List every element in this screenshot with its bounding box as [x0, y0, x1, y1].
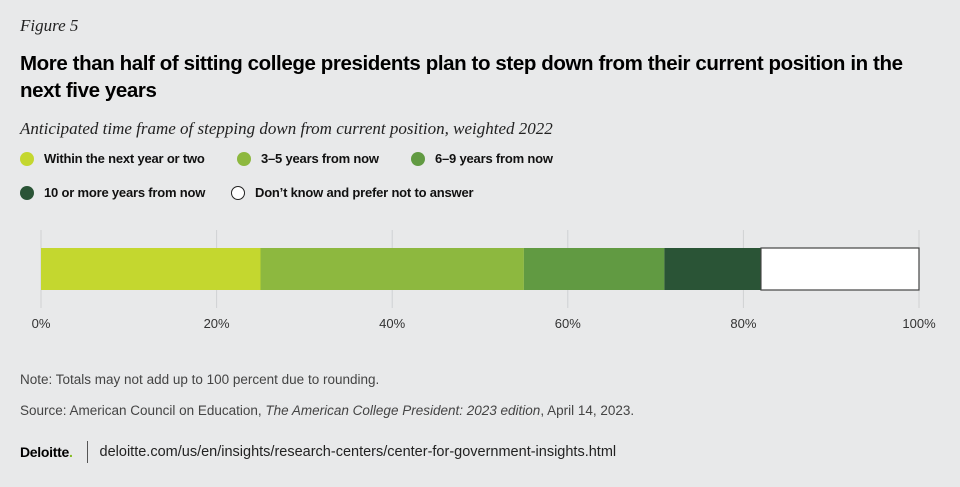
figure-label: Figure 5 [20, 16, 79, 35]
legend-swatch [20, 151, 34, 166]
legend-label: Within the next year or two [44, 151, 205, 166]
x-tick-label: 40% [379, 316, 405, 331]
x-tick-label: 60% [555, 316, 581, 331]
stacked-bar-chart: 0% 20% 40% 60% 80% 100% [32, 230, 936, 331]
bar-segment [523, 248, 665, 290]
source: Source: American Council on Education, T… [20, 403, 634, 418]
bar-segment [760, 247, 920, 291]
legend-swatch [20, 185, 34, 200]
source-url-link[interactable]: deloitte.com/us/en/insights/research-cen… [99, 444, 617, 460]
chart-title: More than half of sitting college presid… [20, 52, 903, 102]
legend-item: 6–9 years from now [411, 151, 553, 166]
chart-subtitle: Anticipated time frame of stepping down … [20, 119, 553, 138]
source-title: The American College President: 2023 edi… [265, 403, 541, 418]
legend-swatch [411, 151, 425, 166]
legend-item: 10 or more years from now [20, 185, 205, 200]
divider [86, 441, 88, 463]
footer: Deloitte. deloitte.com/us/en/insights/re… [20, 441, 616, 463]
legend-item: 3–5 years from now [237, 151, 379, 166]
legend-swatch [231, 185, 245, 200]
x-tick-label: 0% [32, 316, 51, 331]
x-tick-label: 20% [204, 316, 230, 331]
bar-segment [260, 248, 524, 290]
legend-label: 10 or more years from now [44, 185, 206, 200]
legend-item: Don’t know and prefer not to answer [231, 185, 474, 200]
bar-segment [41, 248, 261, 290]
legend-label: 3–5 years from now [261, 151, 379, 166]
source-prefix: Source: American Council on Education, [20, 403, 266, 418]
legend-item: Within the next year or two [20, 151, 205, 166]
legend-swatch [237, 151, 251, 166]
legend-label: 6–9 years from now [435, 151, 553, 166]
x-tick-label: 100% [902, 316, 936, 331]
x-tick-label: 80% [730, 316, 756, 331]
legend-label: Don’t know and prefer not to answer [255, 185, 474, 200]
deloitte-logo: Deloitte. [20, 444, 73, 460]
note: Note: Totals may not add up to 100 perce… [20, 372, 380, 387]
source-suffix: , April 14, 2023. [540, 403, 635, 418]
bar-segment [664, 248, 761, 290]
